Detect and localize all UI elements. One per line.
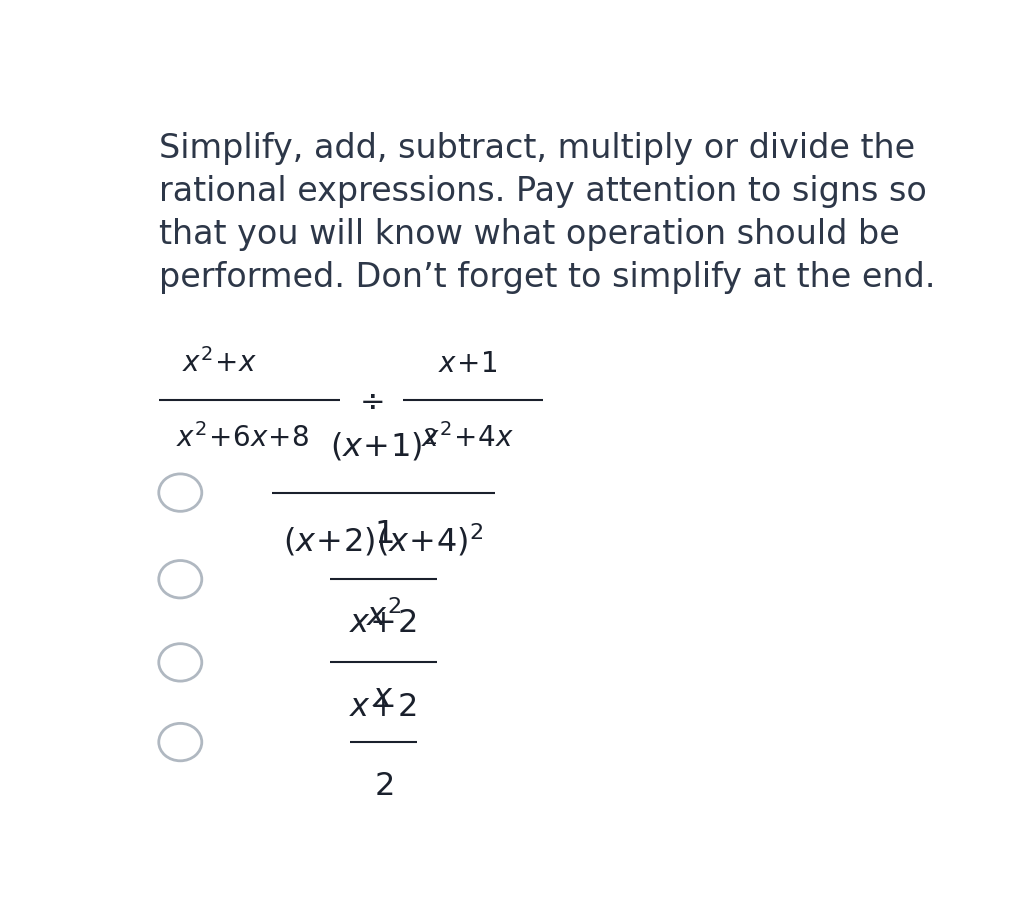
Text: $x^2\!+\!x$: $x^2\!+\!x$ [182, 348, 258, 378]
Text: $x$: $x$ [372, 682, 395, 713]
Text: $x^2\!+\!4x$: $x^2\!+\!4x$ [420, 423, 514, 453]
Text: Simplify, add, subtract, multiply or divide the
rational expressions. Pay attent: Simplify, add, subtract, multiply or div… [158, 132, 935, 294]
Text: $x\!+\!2$: $x\!+\!2$ [350, 608, 417, 639]
Text: $\div$: $\div$ [360, 386, 383, 415]
Text: $(x\!+\!1)^2$: $(x\!+\!1)^2$ [330, 427, 437, 464]
Text: $2$: $2$ [374, 771, 393, 802]
Text: $1$: $1$ [374, 519, 393, 550]
Text: $x^2\!+\!6x\!+\!8$: $x^2\!+\!6x\!+\!8$ [176, 423, 309, 453]
Text: $(x\!+\!2)(x\!+\!4)^2$: $(x\!+\!2)(x\!+\!4)^2$ [283, 522, 484, 558]
Text: $x\!+\!2$: $x\!+\!2$ [350, 691, 417, 723]
Text: $x\!+\!1$: $x\!+\!1$ [438, 350, 497, 378]
Text: $x^2$: $x^2$ [366, 600, 401, 634]
